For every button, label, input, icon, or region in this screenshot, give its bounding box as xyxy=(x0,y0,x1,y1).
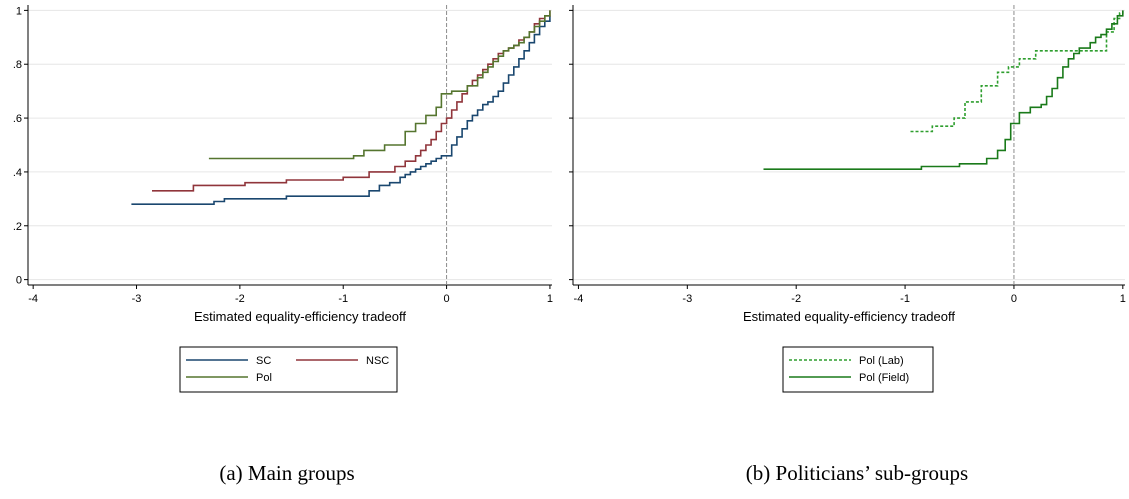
legend-label-1: NSC xyxy=(366,355,389,367)
x-tick-label-5: 1 xyxy=(1120,293,1126,305)
x-tick-label-2: -2 xyxy=(791,293,801,305)
y-tick-label-5: 1 xyxy=(16,5,22,17)
y-tick-label-3: .6 xyxy=(13,113,22,125)
x-tick-label-0: -4 xyxy=(574,293,584,305)
x-axis-title: Estimated equality-efficiency tradeoff xyxy=(743,309,955,324)
series-line-pol-field xyxy=(763,10,1124,170)
series-line-pol xyxy=(208,10,551,160)
x-axis-title: Estimated equality-efficiency tradeoff xyxy=(194,309,406,324)
x-tick-label-3: -1 xyxy=(900,293,910,305)
x-tick-label-4: 0 xyxy=(1011,293,1017,305)
panel-politicians-subgroups: -4 -3 -2 -1 0 1 Estimated equality-efficiency … xyxy=(569,5,1126,485)
legend-box xyxy=(782,346,934,393)
legend-box xyxy=(179,346,398,393)
y-tick-label-2: .4 xyxy=(13,167,22,179)
subfigure-caption: (b) Politicians’ sub-groups xyxy=(746,461,968,485)
x-tick-label-3: -1 xyxy=(338,293,348,305)
x-tick-label-0: -4 xyxy=(28,293,38,305)
series-line-nsc xyxy=(152,10,551,192)
y-tick-label-4: .8 xyxy=(13,59,22,71)
x-tick-label-5: 1 xyxy=(547,293,553,305)
x-tick-label-1: -3 xyxy=(682,293,692,305)
legend-label-0: SC xyxy=(256,355,271,367)
series-line-sc xyxy=(131,15,551,205)
y-tick-label-1: .2 xyxy=(13,221,22,233)
legend-label-2: Pol xyxy=(256,372,272,384)
x-tick-label-4: 0 xyxy=(444,293,450,305)
legend-label-0: Pol (Lab) xyxy=(859,355,904,367)
x-tick-label-2: -2 xyxy=(235,293,245,305)
legend-label-1: Pol (Field) xyxy=(859,372,909,384)
series-line-pol-lab xyxy=(910,10,1124,133)
panel-main-groups: 0 .2 .4 .6 .8 1 -4 -3 -2 -1 0 1 Estimated equality-e… xyxy=(13,5,553,485)
subfigure-caption: (a) Main groups xyxy=(219,461,354,485)
x-tick-label-1: -3 xyxy=(132,293,142,305)
y-tick-label-0: 0 xyxy=(16,275,22,287)
